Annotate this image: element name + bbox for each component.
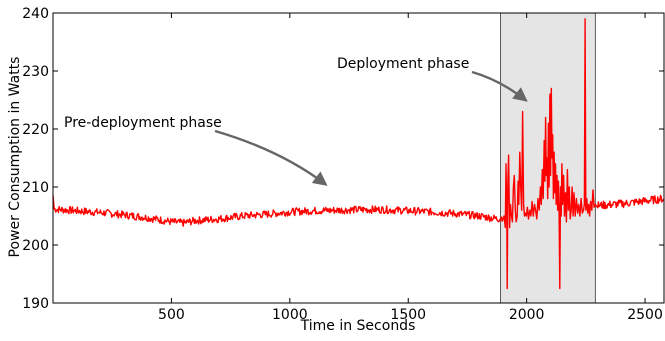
y-axis-label: Power Consumption in Watts (7, 57, 23, 258)
annotation-pre-deployment: Pre-deployment phase (64, 115, 222, 131)
plot-area (52, 12, 665, 304)
annotation-deployment: Deployment phase (337, 56, 469, 72)
y-tick-label: 190 (22, 296, 49, 312)
x-axis-label: Time in Seconds (300, 318, 416, 334)
axes-frame (52, 12, 665, 304)
annotation-arrow-deployment (471, 70, 528, 102)
x-tick-label: 500 (158, 307, 185, 323)
annotation-arrow-pre-deployment (214, 129, 328, 186)
x-tick-label: 1000 (272, 307, 308, 323)
y-tick-label: 230 (22, 64, 49, 80)
axes: 500 1000 1500 2000 2500 190 200 210 220 230 240 (22, 6, 665, 323)
y-tick-label: 240 (22, 6, 49, 22)
x-tick-label: 2500 (627, 307, 663, 323)
y-tick-label: 200 (22, 238, 49, 254)
x-tick-label: 2000 (509, 307, 545, 323)
y-tick-label: 220 (22, 122, 49, 138)
y-tick-label: 210 (22, 180, 49, 196)
power-series-line (52, 18, 665, 290)
x-tick-label: 1500 (390, 307, 426, 323)
